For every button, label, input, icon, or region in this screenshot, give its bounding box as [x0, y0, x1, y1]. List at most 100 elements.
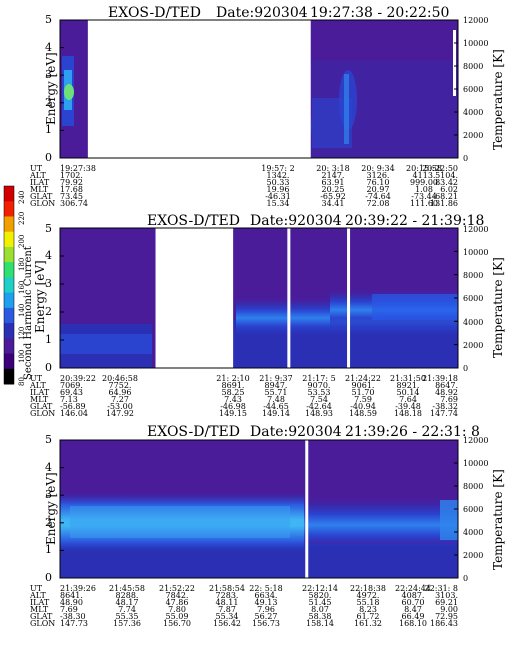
panel-1-ylabel: Energy [eV] [44, 52, 58, 125]
colorbar-swatch [4, 201, 14, 217]
eph-value: 5820. [309, 591, 332, 600]
eph-value: 1.08 [415, 185, 433, 194]
eph-value: 58.38 [309, 612, 332, 621]
eph-value: 21:17: 5 [302, 374, 335, 383]
eph-row-label: MLT [30, 395, 49, 404]
panel-2-yticks: 0 1 2 3 4 5 [45, 222, 52, 374]
ytick-label: 2 [45, 516, 52, 529]
eph-value: 8.23 [359, 605, 377, 614]
eph-value: 48.17 [116, 598, 139, 607]
eph-row-label: GLAT [30, 612, 53, 621]
eph-value: 50.14 [397, 388, 420, 397]
eph-value: 55.35 [116, 612, 139, 621]
eph-value: 21: 2:10 [216, 374, 249, 383]
eph-value: 69.43 [60, 388, 83, 397]
eph-value: 8641. [60, 591, 83, 600]
panel-1-yticks: 0 1 2 3 4 5 [45, 13, 52, 164]
eph-value: -46.31 [265, 192, 291, 201]
eph-value: 156.73 [252, 619, 280, 628]
ytick-label: 3 [45, 488, 52, 501]
eph-value: 58.25 [222, 388, 245, 397]
panel-2-title: EXOS-D/TED [147, 213, 240, 229]
eph-value: 186.43 [430, 619, 458, 628]
colorbar-swatch [4, 216, 14, 233]
colorbar-label: Second Harmonic Current [23, 246, 34, 380]
eph-value: 53.53 [308, 388, 331, 397]
eph-value: 7842. [166, 591, 189, 600]
eph-column: 20:15:58 4113. 999.00 1.08 -73.44 111.60 [406, 164, 442, 208]
colorbar-tick-label: 100 [18, 350, 26, 363]
colorbar-swatch [4, 186, 14, 202]
eph-row-label: GLAT [30, 192, 53, 201]
ytick-label: 2 [45, 305, 52, 318]
time-marker-line [347, 228, 351, 368]
panel-2-time-range: 20:39:22 - 21:39:18 [345, 213, 484, 229]
eph-value: 3103. [435, 591, 458, 600]
eph-value: 156.70 [163, 619, 191, 628]
eph-value: 158.14 [306, 619, 334, 628]
eph-row-label: MLT [30, 185, 49, 194]
eph-value: 7.27 [111, 395, 129, 404]
eph-value: 4087. [402, 591, 425, 600]
ytick-right-label: 10000 [463, 248, 488, 257]
eph-column: 21:52:22 7842. 47.86 7.80 55.09 156.70 [159, 584, 195, 628]
colorbar-swatch [4, 262, 14, 278]
eph-value: 306.74 [60, 199, 88, 208]
eph-row-label: ILAT [30, 598, 50, 607]
ytick-right-label: 12000 [463, 225, 488, 234]
panel-3-yticks-right: 0 2000 4000 6000 8000 10000 12000 [463, 436, 488, 583]
eph-value: 20.25 [322, 185, 345, 194]
eph-column: 21:58:54 7283. 48.11 7.87 55.34 156.42 [209, 584, 245, 628]
ytick-label: 3 [45, 68, 52, 81]
ytick-label: 4 [45, 461, 52, 474]
eph-value: 55.71 [265, 388, 288, 397]
panel-3-date: Date:920304 [250, 424, 342, 440]
ytick-label: 0 [45, 151, 52, 164]
eph-row-label: GLON [30, 199, 55, 208]
eph-value: 7.80 [168, 605, 186, 614]
eph-value: 19:57: 2 [261, 164, 294, 173]
ytick-right-label: 2000 [463, 551, 483, 560]
eph-value: 7.96 [257, 605, 275, 614]
colorbar-swatch [4, 246, 14, 263]
colorbar-tick-label: 140 [18, 304, 26, 317]
eph-row-label: ALT [29, 591, 46, 600]
colorbar-swatches [3, 185, 15, 385]
eph-value: 60.70 [402, 598, 425, 607]
eph-value: 7.54 [310, 395, 328, 404]
colorbar-swatch [4, 307, 14, 324]
eph-value: 1702. [60, 171, 83, 180]
eph-column: 22:12:14 5820. 51.45 8.07 58.38 158.14 [302, 584, 338, 628]
eph-value: 148.93 [305, 409, 333, 418]
eph-value: 5104. [435, 171, 458, 180]
eph-value: 15.34 [267, 199, 290, 208]
colorbar-swatch [4, 292, 14, 309]
eph-value: 7069. [60, 381, 83, 390]
eph-value: -65.92 [320, 192, 346, 201]
eph-value: 20:39:22 [60, 374, 96, 383]
colorbar-tick-label: 220 [18, 212, 26, 225]
eph-column: 22:31: 8 3103. 69.21 9.00 72.95 186.43 [425, 584, 458, 628]
eph-value: 7.69 [440, 395, 458, 404]
time-marker-line [287, 228, 291, 368]
eph-column: 21:24:22 9061. 51.70 7.59 -40.94 148.59 [345, 374, 381, 418]
panel-3-ephemeris: UT ALT ILAT MLT GLAT GLON 21:39:26 8641.… [29, 584, 458, 628]
ytick-right-label: 6000 [463, 85, 483, 94]
colorbar-tick-label: 160 [18, 281, 26, 294]
eph-value: 7283. [216, 591, 239, 600]
eph-value: 9.00 [440, 605, 458, 614]
eph-column: 21: 9:37 8947. 55.71 7.48 -44.65 149.14 [259, 374, 292, 418]
colorbar-tick-label: 200 [18, 235, 26, 248]
eph-value: 19.96 [267, 185, 290, 194]
panel-3-ylabel-right: Temperature [K] [491, 469, 505, 570]
eph-value: 34.41 [322, 199, 345, 208]
eph-value: 22: 5:18 [249, 584, 282, 593]
eph-value: 9061. [352, 381, 375, 390]
eph-value: 19:27:38 [60, 164, 96, 173]
colorbar-tick-label: 180 [18, 258, 26, 271]
eph-value: 8.07 [311, 605, 329, 614]
ytick-right-label: 6000 [463, 294, 483, 303]
eph-value: 47.86 [166, 598, 189, 607]
eph-column: 21: 2:10 8691. 58.25 7.43 -46.98 149.15 [216, 374, 249, 418]
eph-value: 7.87 [218, 605, 236, 614]
